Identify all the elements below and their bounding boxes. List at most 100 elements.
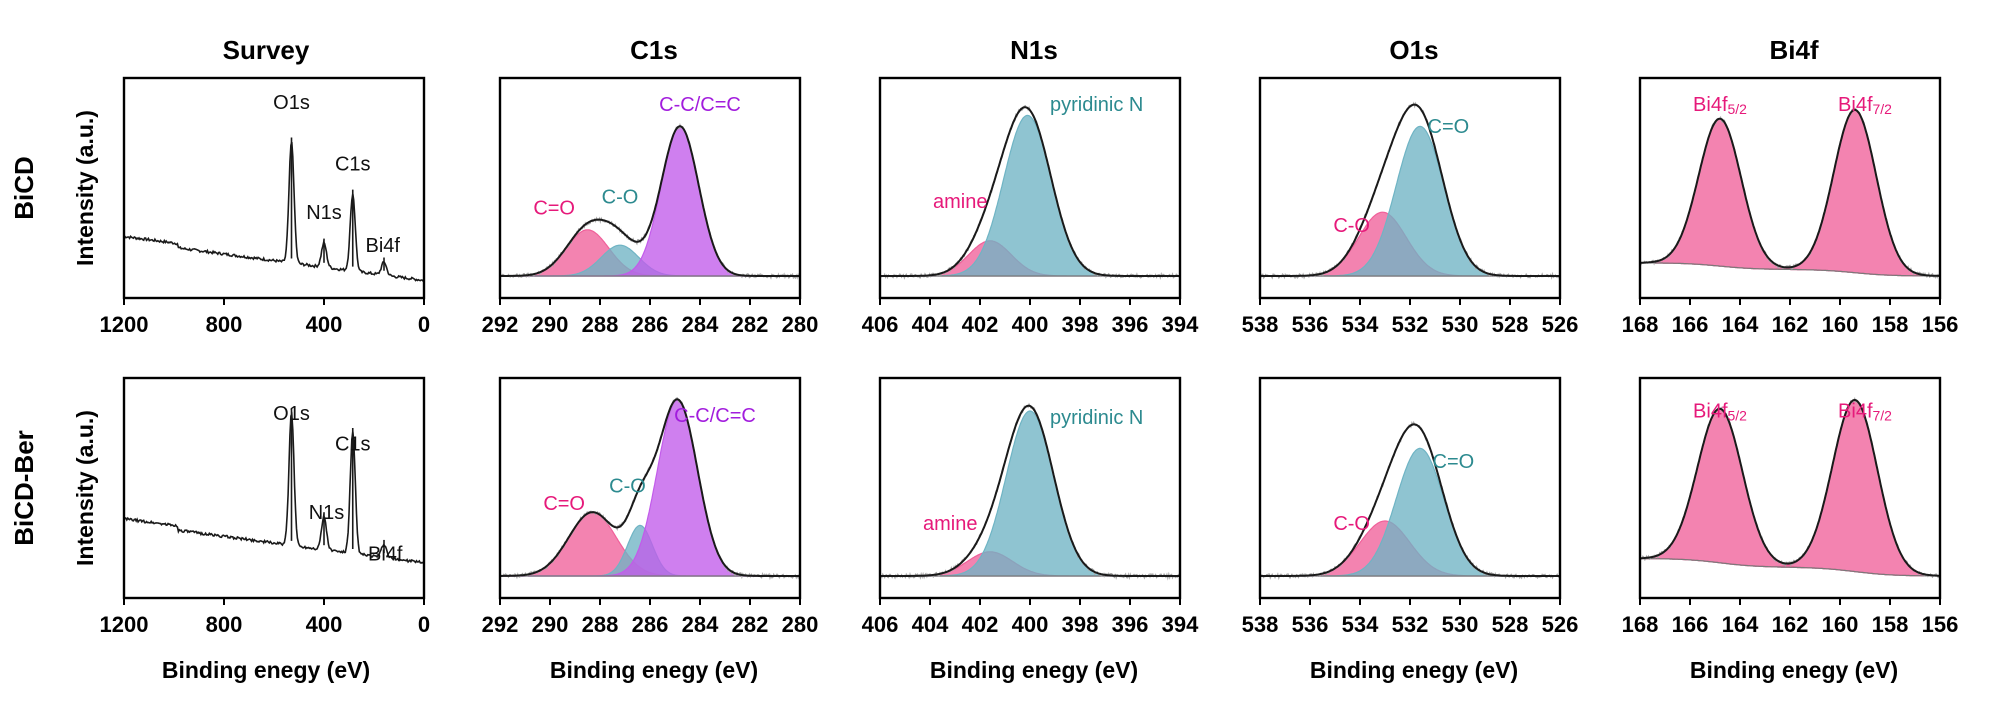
x-tick-label-156: 156 bbox=[1922, 312, 1959, 337]
x-tick-label-526: 526 bbox=[1542, 612, 1579, 637]
x-tick-label-286: 286 bbox=[632, 312, 669, 337]
row-label-bicd-ber: BiCD-Ber bbox=[9, 430, 39, 546]
x-axis-titles: Binding enegy (eV) Binding enegy (eV) Bi… bbox=[162, 657, 1898, 683]
x-tick-label-404: 404 bbox=[912, 312, 949, 337]
peak-label-c-o: C-O bbox=[1333, 513, 1370, 535]
peak-label-subscript: 7/2 bbox=[1873, 408, 1893, 424]
x-tick-label-280: 280 bbox=[782, 312, 819, 337]
panel-bicd-ber-n1s: 406 404 402 400 398 396 394 amine pyridinic N bbox=[862, 376, 1199, 637]
peak-label-bi4f7-2: Bi4f7/2 bbox=[1838, 94, 1892, 117]
x-tick-label-396: 396 bbox=[1112, 312, 1149, 337]
x-tick-label-538: 538 bbox=[1242, 612, 1279, 637]
envelope-fit bbox=[1640, 398, 1940, 577]
x-tick-label-290: 290 bbox=[532, 612, 569, 637]
row-ylabel-bicd: Intensity (a.u.) bbox=[72, 110, 98, 266]
peak-label-c1s: C1s bbox=[335, 153, 371, 175]
x-tick-label-286: 286 bbox=[632, 612, 669, 637]
peak-label-c-c-c-c: C-C/C=C bbox=[659, 94, 741, 116]
x-tick-label-538: 538 bbox=[1242, 312, 1279, 337]
x-tick-label-280: 280 bbox=[782, 612, 819, 637]
peak-label-main: Bi4f bbox=[1838, 94, 1873, 116]
panel-bicd-ber-survey: 1200 800 400 0 O1s N1s C1s Bi4f bbox=[100, 376, 430, 637]
x-tick-label-394: 394 bbox=[1162, 612, 1199, 637]
plot-area bbox=[500, 122, 800, 280]
peak-label-c-o: C-O bbox=[602, 186, 639, 208]
x-tick-label-406: 406 bbox=[862, 312, 899, 337]
x-tick-label-160: 160 bbox=[1822, 612, 1859, 637]
x-tick-label-398: 398 bbox=[1062, 612, 1099, 637]
x-tick-label-282: 282 bbox=[732, 312, 769, 337]
envelope-fit bbox=[880, 404, 1180, 577]
x-tick-label-162: 162 bbox=[1772, 312, 1809, 337]
x-tick-label-166: 166 bbox=[1672, 612, 1709, 637]
panel-bicd-c1s: 292 290 288 286 284 282 280 C=O C-O C-C/C=C bbox=[482, 76, 819, 337]
x-tick-label-532: 532 bbox=[1392, 312, 1429, 337]
peak-label-c1s: C1s bbox=[335, 434, 371, 456]
x-tick-label-530: 530 bbox=[1442, 312, 1479, 337]
x-tick-label-800: 800 bbox=[206, 312, 243, 337]
panel-bicd-ber-o1s: 538 536 534 532 530 528 526 C-O C=O bbox=[1242, 376, 1579, 637]
peak-label-c-o: C-O bbox=[1333, 215, 1370, 237]
plot-area bbox=[880, 402, 1180, 581]
x-tick-label-0: 0 bbox=[418, 612, 430, 637]
x-tick-label-292: 292 bbox=[482, 312, 519, 337]
peak-label-n1s: N1s bbox=[309, 502, 345, 524]
x-tick-label-0: 0 bbox=[418, 312, 430, 337]
peak-label-c-o: C-O bbox=[609, 475, 646, 497]
plot-area bbox=[1260, 101, 1560, 280]
x-tick-label-1200: 1200 bbox=[100, 312, 149, 337]
x-tick-label-402: 402 bbox=[962, 312, 999, 337]
envelope-fit bbox=[1640, 108, 1940, 277]
x-tick-label-160: 160 bbox=[1822, 312, 1859, 337]
x-tick-label-1200: 1200 bbox=[100, 612, 149, 637]
peak-label-pyridinic-n: pyridinic N bbox=[1050, 407, 1143, 429]
envelope-fit bbox=[1260, 103, 1560, 277]
x-tick-label-158: 158 bbox=[1872, 312, 1909, 337]
panel-bicd-ber-c1s: 292 290 288 286 284 282 280 C=O C-O C-C/C=C bbox=[482, 376, 819, 637]
x-tick-label-168: 168 bbox=[1622, 312, 1659, 337]
x-tick-label-404: 404 bbox=[912, 612, 949, 637]
column-title-survey: Survey bbox=[223, 35, 310, 65]
x-tick-label-166: 166 bbox=[1672, 312, 1709, 337]
x-axis-title-bi4f: Binding enegy (eV) bbox=[1690, 657, 1898, 683]
plot-area bbox=[500, 397, 800, 581]
x-tick-label-292: 292 bbox=[482, 612, 519, 637]
x-tick-label-156: 156 bbox=[1922, 612, 1959, 637]
peak-label-subscript: 5/2 bbox=[1728, 408, 1748, 424]
component-teal-1 bbox=[880, 410, 1180, 577]
peak-label-c-o: C=O bbox=[543, 493, 585, 515]
x-tick-label-526: 526 bbox=[1542, 312, 1579, 337]
background-line bbox=[1640, 557, 1940, 577]
panel-bicd-o1s: 538 536 534 532 530 528 526 C-O C=O bbox=[1242, 76, 1579, 337]
peak-label-bi4f5-2: Bi4f5/2 bbox=[1693, 94, 1747, 117]
x-tick-label-288: 288 bbox=[582, 312, 619, 337]
panel-frame bbox=[122, 76, 426, 300]
x-tick-label-528: 528 bbox=[1492, 312, 1529, 337]
x-tick-label-530: 530 bbox=[1442, 612, 1479, 637]
peak-label-amine: amine bbox=[933, 191, 987, 213]
envelope-fit bbox=[500, 125, 800, 277]
peak-label-pyridinic-n: pyridinic N bbox=[1050, 94, 1143, 116]
x-tick-label-284: 284 bbox=[682, 612, 719, 637]
x-tick-label-536: 536 bbox=[1292, 312, 1329, 337]
column-titles: Survey C1s N1s O1s Bi4f bbox=[223, 35, 1819, 65]
background-line bbox=[1640, 262, 1940, 277]
peak-label-bi4f5-2: Bi4f5/2 bbox=[1693, 401, 1747, 424]
panel-bicd-survey: 1200 800 400 0 O1s N1s C1s Bi4f bbox=[100, 76, 430, 337]
plot-area bbox=[1640, 107, 1940, 279]
survey-spectrum bbox=[124, 411, 424, 564]
peak-label-subscript: 7/2 bbox=[1873, 101, 1893, 117]
x-axis-title-o1s: Binding enegy (eV) bbox=[1310, 657, 1518, 683]
row-labels: BiCD Intensity (a.u.) BiCD-Ber Intensity… bbox=[9, 110, 98, 566]
x-tick-label-400: 400 bbox=[1012, 612, 1049, 637]
column-title-bi4f: Bi4f bbox=[1769, 35, 1818, 65]
x-tick-label-400: 400 bbox=[1012, 312, 1049, 337]
panel-frame bbox=[122, 376, 426, 600]
component-teal-1 bbox=[880, 114, 1180, 277]
x-tick-label-800: 800 bbox=[206, 612, 243, 637]
x-tick-label-288: 288 bbox=[582, 612, 619, 637]
plot-area bbox=[124, 137, 424, 283]
